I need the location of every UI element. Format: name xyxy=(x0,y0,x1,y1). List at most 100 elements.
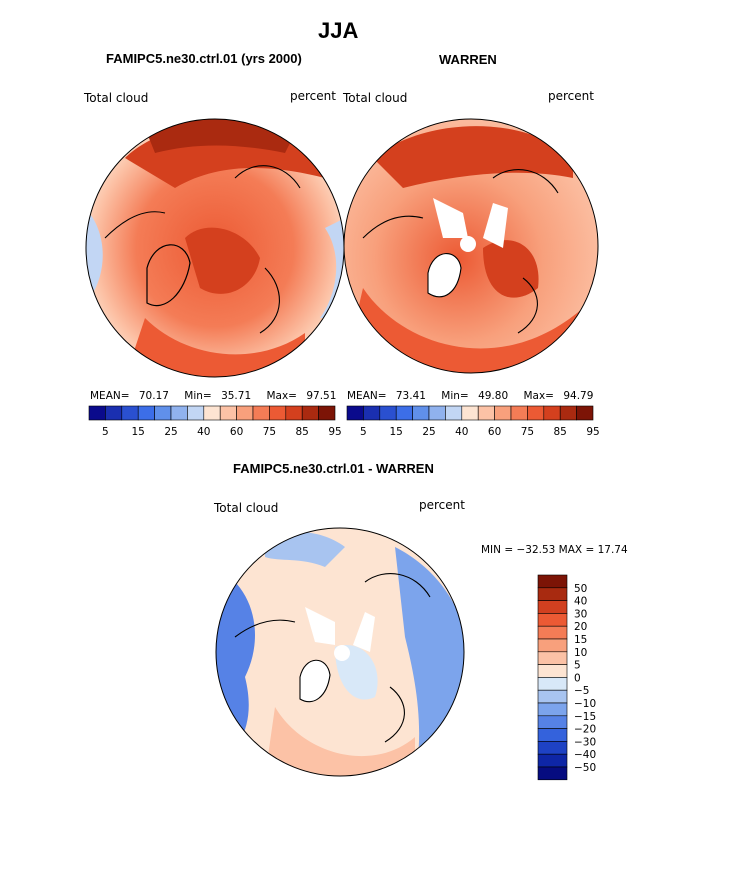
colorbar2-swatch xyxy=(445,405,463,421)
panel1-mean-value: 70.17 xyxy=(138,390,169,402)
colorbar3-tick-label: −10 xyxy=(574,698,596,710)
colorbar1-tick-label: 85 xyxy=(296,426,309,438)
colorbar1-swatch xyxy=(252,405,270,421)
map2-pole-hole xyxy=(460,236,476,252)
colorbar2-swatch xyxy=(576,405,594,421)
colorbar1-swatch xyxy=(88,405,106,421)
panel2-title: WARREN xyxy=(439,52,497,67)
colorbar1-swatch xyxy=(105,405,123,421)
colorbar2-tick-label: 95 xyxy=(586,426,599,438)
colorbar2-swatch xyxy=(395,405,413,421)
season-title: JJA xyxy=(318,18,359,43)
colorbar1-swatch xyxy=(187,405,205,421)
colorbar3-swatch xyxy=(537,638,568,653)
colorbar3-tick-label: 20 xyxy=(574,621,587,633)
colorbar3-tick-label: 40 xyxy=(574,596,587,608)
colorbar1-tick-label: 60 xyxy=(230,426,243,438)
colorbar3-swatch xyxy=(537,574,568,589)
map1-field-bottom xyxy=(125,318,305,377)
colorbar3-tick-label: 15 xyxy=(574,634,587,646)
colorbar3-tick-label: 10 xyxy=(574,647,587,659)
map3-field-south xyxy=(265,707,415,776)
colorbar2-swatch xyxy=(494,405,512,421)
colorbar1-tick-label: 75 xyxy=(263,426,276,438)
map2-missing-north xyxy=(433,198,468,238)
colorbar3-tick-label: 5 xyxy=(574,660,581,672)
panel3-minmax: MIN = −32.53 MAX = 17.74 xyxy=(481,544,628,556)
map2-land-coast xyxy=(362,169,559,334)
panel2-stats: MEAN= 73.41 Min= 49.80 Max= 94.79 xyxy=(347,390,593,402)
colorbar3-tick-label: 30 xyxy=(574,608,587,620)
colorbar1-swatch xyxy=(121,405,139,421)
colorbar1-swatch xyxy=(203,405,221,421)
colorbar3-swatch xyxy=(537,766,568,781)
colorbar1-swatch xyxy=(219,405,237,421)
colorbar3-swatch xyxy=(537,715,568,729)
colorbar3-tick-label: −40 xyxy=(574,749,596,761)
map1-land-coast xyxy=(104,165,301,334)
panel2-mean-label: MEAN= xyxy=(347,390,387,402)
map3-pole-hole xyxy=(334,645,350,661)
colorbar2-swatch xyxy=(428,405,446,421)
colorbar2-swatch xyxy=(363,405,381,421)
map3-land-greenland xyxy=(299,659,331,703)
map2-border xyxy=(343,118,599,374)
map2-land-greenland xyxy=(427,253,462,298)
colorbar2-tick-label: 75 xyxy=(521,426,534,438)
panel1-max-value: 97.51 xyxy=(306,390,337,402)
colorbar3-swatch xyxy=(537,753,568,768)
colorbar1-swatch xyxy=(137,405,155,421)
panel2-max-value: 94.79 xyxy=(563,390,594,402)
map2-field-south xyxy=(344,288,598,373)
map-panel1 xyxy=(85,118,345,378)
panel2-units-label: percent xyxy=(548,89,594,103)
colorbar-panel1: 5 15 25 40 60 75 85 95 xyxy=(88,405,342,438)
colorbar2-swatch xyxy=(477,405,495,421)
panel1-stats: MEAN= 70.17 Min= 35.71 Max= 97.51 xyxy=(90,390,336,402)
panel2-min-label: Min= xyxy=(441,390,469,402)
colorbar3-tick-label: −30 xyxy=(574,736,596,748)
colorbar1-swatch xyxy=(170,405,188,421)
colorbar3-swatch xyxy=(537,677,568,691)
map1-field-core xyxy=(185,227,260,294)
colorbar2-tick-label: 40 xyxy=(455,426,468,438)
panel3-title: FAMIPC5.ne30.ctrl.01 - WARREN xyxy=(233,461,434,476)
map2-field-north xyxy=(373,126,573,188)
colorbar2-swatch xyxy=(559,405,577,421)
map2-field-east xyxy=(483,240,539,298)
colorbar3-swatch xyxy=(537,702,568,717)
panel1-min-value: 35.71 xyxy=(221,390,252,402)
panel1-title: FAMIPC5.ne30.ctrl.01 (yrs 2000) xyxy=(106,51,302,66)
colorbar3-swatch xyxy=(537,600,568,614)
map3-missing-east xyxy=(353,612,375,652)
colorbar3-swatch xyxy=(537,728,568,742)
panel1-max-label: Max= xyxy=(266,390,297,402)
colorbar1-tick-label: 15 xyxy=(132,426,145,438)
colorbar3-tick-label: 50 xyxy=(574,583,587,595)
colorbar3-swatch xyxy=(537,741,568,755)
map-panel2 xyxy=(343,118,599,374)
colorbar2-tick-label: 15 xyxy=(390,426,403,438)
panel3-units-label: percent xyxy=(419,498,465,512)
colorbar-panel2: 5 15 25 40 60 75 85 95 xyxy=(346,405,600,438)
colorbar3-tick-label: −50 xyxy=(574,762,596,774)
colorbar2-swatch xyxy=(379,405,397,421)
panel1-mean-label: MEAN= xyxy=(90,390,130,402)
panel1-units-label: percent xyxy=(290,89,336,103)
colorbar1-tick-label: 95 xyxy=(328,426,341,438)
colorbar1-swatch xyxy=(269,405,287,421)
colorbar3-swatch xyxy=(537,651,568,665)
colorbar3-tick-label: −20 xyxy=(574,724,596,736)
colorbar1-swatch xyxy=(236,405,254,421)
map2-missing-east xyxy=(483,203,508,248)
colorbar2-swatch xyxy=(543,405,561,421)
colorbar3-swatch xyxy=(537,689,568,704)
colorbar2-tick-label: 25 xyxy=(422,426,435,438)
colorbar3-tick-label: 0 xyxy=(574,672,581,684)
colorbar1-tick-label: 25 xyxy=(164,426,177,438)
colorbar2-swatch xyxy=(412,405,430,421)
colorbar2-tick-label: 85 xyxy=(554,426,567,438)
colorbar1-swatch xyxy=(154,405,172,421)
panel2-variable-label: Total cloud xyxy=(343,91,408,105)
map-panel3 xyxy=(215,527,465,777)
